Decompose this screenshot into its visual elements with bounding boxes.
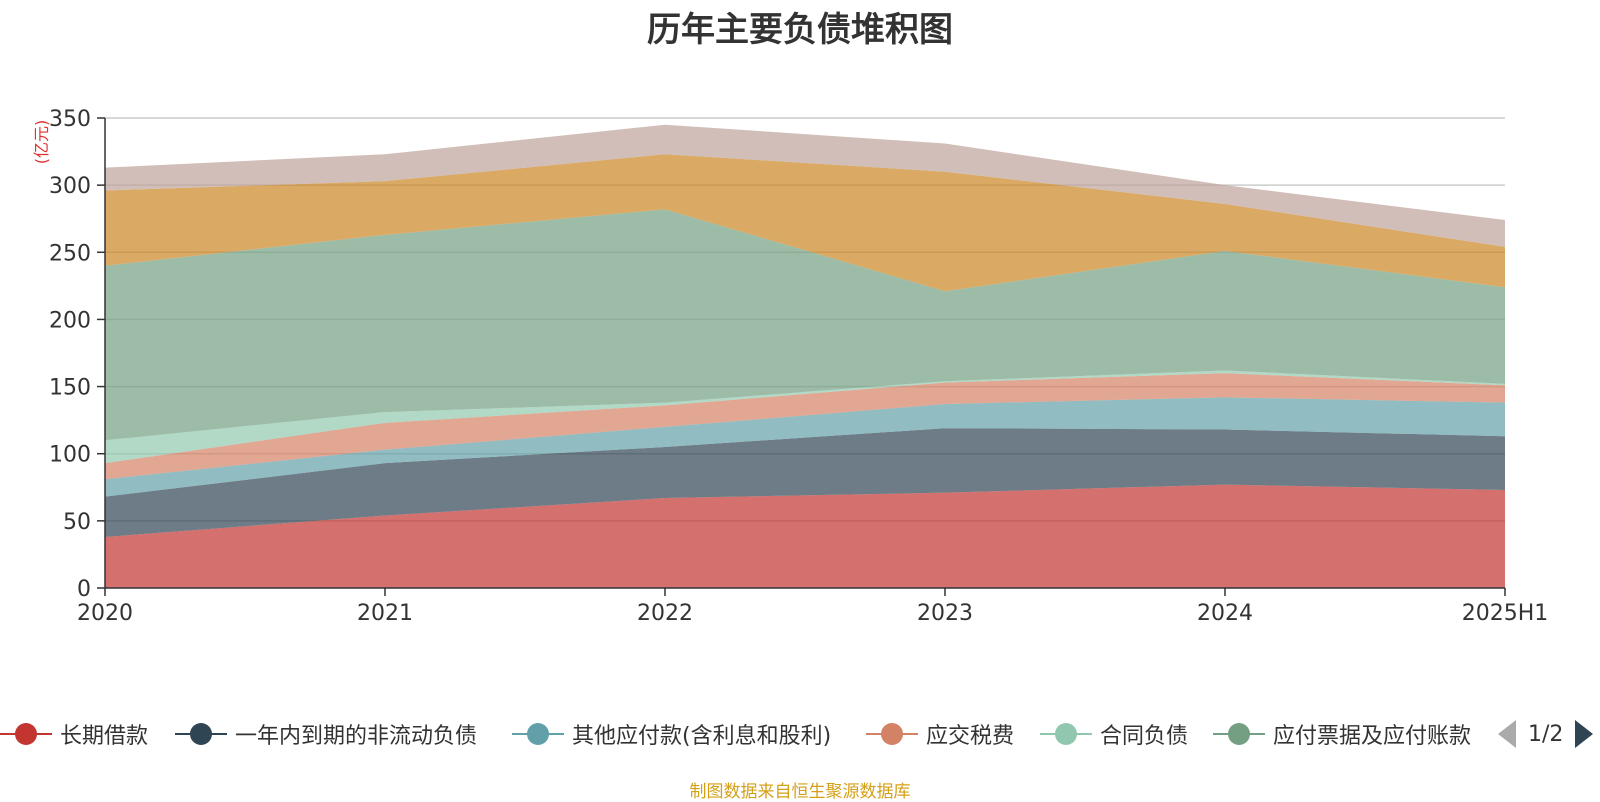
y-tick-label: 150 bbox=[49, 376, 91, 401]
legend-marker-icon bbox=[0, 716, 52, 752]
area-series-5[interactable] bbox=[105, 209, 1505, 441]
legend-marker-icon bbox=[175, 716, 227, 752]
area-series-6[interactable] bbox=[105, 154, 1505, 292]
legend-marker-icon bbox=[1040, 716, 1092, 752]
legend-item[interactable]: 应付票据及应付账款 bbox=[1213, 716, 1471, 752]
y-axis-unit-label: (亿元) bbox=[32, 120, 51, 165]
legend-pager: 1/2 bbox=[1498, 716, 1594, 752]
y-tick-label: 250 bbox=[49, 241, 91, 266]
axes: 0 50 100 150 200 250 300 350 2020 2021 2022 2023 202… bbox=[49, 107, 1548, 626]
x-tick-label: 2021 bbox=[357, 601, 413, 626]
legend-label: 应交税费 bbox=[926, 724, 1015, 749]
legend-label: 合同负债 bbox=[1100, 724, 1189, 749]
legend-label: 其他应付款(含利息和股利) bbox=[572, 724, 832, 749]
y-tick-label: 350 bbox=[49, 107, 91, 132]
y-tick-label: 100 bbox=[49, 443, 91, 468]
legend-label: 长期借款 bbox=[60, 724, 149, 749]
legend-marker-icon bbox=[866, 716, 918, 752]
y-tick-label: 200 bbox=[49, 308, 91, 333]
area-series-3[interactable] bbox=[105, 373, 1505, 480]
area-series-0[interactable] bbox=[105, 484, 1505, 588]
area-series bbox=[105, 124, 1505, 588]
x-tick-label: 2025H1 bbox=[1462, 601, 1549, 626]
legend: 长期借款 一年内到期的非流动负债 其他应付款(含利息和股利) 应交税费 合同负债 应付票据… bbox=[0, 716, 1600, 752]
legend-page-indicator: 1/2 bbox=[1528, 721, 1564, 747]
x-tick-label: 2024 bbox=[1197, 601, 1253, 626]
legend-marker-icon bbox=[1213, 716, 1265, 752]
area-series-7[interactable] bbox=[105, 124, 1505, 247]
legend-prev-icon[interactable] bbox=[1498, 720, 1516, 748]
legend-item[interactable]: 应交税费 bbox=[866, 716, 1014, 752]
source-note: 制图数据来自恒生聚源数据库 bbox=[689, 782, 911, 802]
y-tick-label: 50 bbox=[63, 510, 91, 535]
x-tick-label: 2023 bbox=[917, 601, 973, 626]
legend-item[interactable]: 长期借款 bbox=[0, 716, 148, 752]
area-series-1[interactable] bbox=[105, 428, 1505, 537]
y-tick-label: 300 bbox=[49, 174, 91, 199]
y-tick-label: 0 bbox=[77, 577, 91, 602]
area-series-2[interactable] bbox=[105, 397, 1505, 497]
legend-label: 一年内到期的非流动负债 bbox=[235, 724, 478, 749]
legend-next-icon[interactable] bbox=[1575, 720, 1594, 748]
x-tick-label: 2020 bbox=[77, 601, 133, 626]
x-tick-label: 2022 bbox=[637, 601, 693, 626]
area-series-4[interactable] bbox=[105, 370, 1505, 464]
legend-item[interactable]: 合同负债 bbox=[1040, 716, 1188, 752]
chart-title: 历年主要负债堆积图 bbox=[647, 10, 953, 50]
legend-label: 应付票据及应付账款 bbox=[1273, 724, 1472, 749]
legend-marker-icon bbox=[512, 716, 564, 752]
legend-item[interactable]: 一年内到期的非流动负债 bbox=[175, 716, 477, 752]
legend-item[interactable]: 其他应付款(含利息和股利) bbox=[512, 716, 831, 752]
legend-items: 长期借款 一年内到期的非流动负债 其他应付款(含利息和股利) 应交税费 合同负债 应付票据… bbox=[0, 716, 1480, 752]
